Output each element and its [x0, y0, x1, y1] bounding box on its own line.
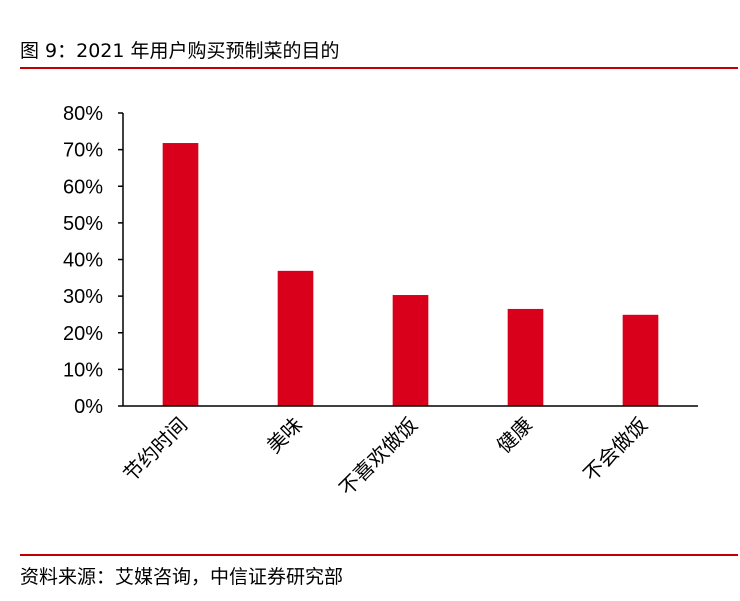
title-rule — [20, 67, 738, 69]
x-axis-categories: 节约时间 美味 不喜欢做饭 健康 不会做饭 — [118, 413, 652, 501]
x-category-label: 不喜欢做饭 — [334, 413, 422, 501]
bar — [277, 270, 314, 406]
y-axis: 0% 10% 20% 30% 40% 50% 60% 70% 80% — [63, 103, 123, 418]
y-tick-label: 60% — [63, 176, 103, 198]
y-tick-label: 40% — [63, 250, 103, 272]
y-tick-label: 10% — [63, 359, 103, 381]
bar — [392, 295, 429, 406]
bar — [507, 308, 544, 406]
bars-group — [162, 143, 659, 406]
y-tick-label: 20% — [63, 323, 103, 345]
bar — [162, 143, 199, 406]
x-category-label: 节约时间 — [118, 413, 192, 487]
x-category-label: 不会做饭 — [578, 413, 652, 487]
y-tick-label: 0% — [74, 396, 103, 418]
x-category-label: 美味 — [262, 413, 307, 458]
y-tick-label: 30% — [63, 286, 103, 308]
source-rule — [20, 554, 738, 556]
x-category-label: 健康 — [492, 413, 537, 458]
y-tick-label: 50% — [63, 213, 103, 235]
y-tick-label: 70% — [63, 140, 103, 162]
bar — [622, 314, 659, 406]
source-note: 资料来源：艾媒咨询，中信证券研究部 — [20, 566, 344, 588]
figure-title: 图 9：2021 年用户购买预制菜的目的 — [20, 40, 340, 62]
y-tick-label: 80% — [63, 103, 103, 125]
